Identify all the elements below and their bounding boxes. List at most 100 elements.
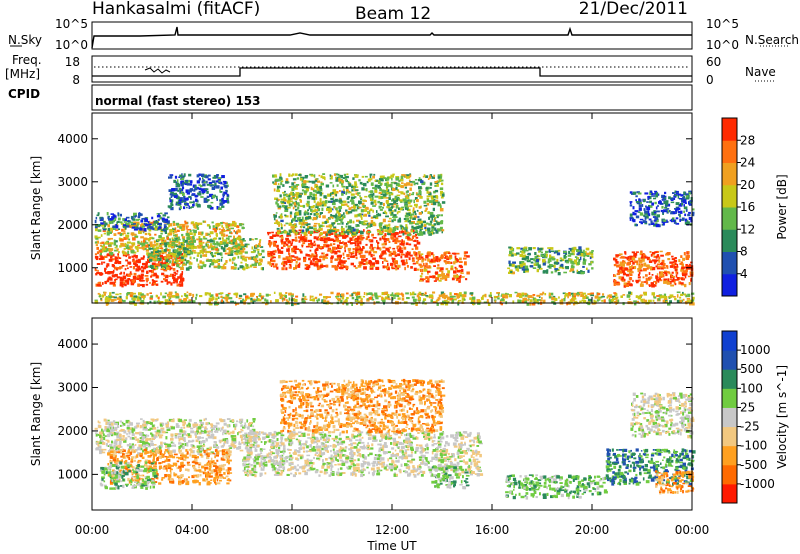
heatmap-cell (328, 229, 333, 232)
heatmap-cell (160, 265, 165, 269)
heatmap-cell (531, 296, 535, 299)
heatmap-cell (283, 260, 288, 264)
heatmap-cell (322, 236, 326, 238)
heatmap-cell (149, 236, 153, 240)
heatmap-cell (346, 205, 350, 208)
heatmap-cell (310, 260, 312, 263)
heatmap-cell (304, 216, 309, 220)
heatmap-cell (295, 184, 300, 186)
heatmap-cell (154, 280, 158, 282)
heatmap-cell (429, 275, 433, 278)
heatmap-cell (463, 255, 467, 257)
heatmap-cell (569, 299, 573, 302)
heatmap-cell (113, 281, 115, 285)
heatmap-cell (161, 229, 164, 231)
heatmap-cell (688, 217, 693, 221)
heatmap-cell (237, 267, 240, 270)
heatmap-cell (223, 262, 227, 265)
heatmap-cell (229, 253, 234, 256)
heatmap-cell (363, 209, 368, 212)
heatmap-cell (532, 247, 536, 250)
heatmap-cell (282, 184, 285, 187)
heatmap-cell (688, 203, 693, 206)
heatmap-cell (443, 252, 446, 256)
heatmap-cell (254, 238, 258, 240)
heatmap-cell (188, 205, 191, 209)
heatmap-cell (227, 224, 231, 227)
heatmap-cell (149, 257, 154, 259)
heatmap-cell (656, 192, 659, 195)
heatmap-cell (226, 294, 229, 296)
heatmap-cell (293, 267, 296, 270)
heatmap-cell (203, 175, 207, 178)
heatmap-cell (377, 295, 382, 298)
heatmap-cell (469, 292, 474, 295)
heatmap-cell (205, 259, 210, 262)
heatmap-cell (181, 236, 186, 239)
heatmap-cell (690, 279, 693, 282)
heatmap-cell (336, 177, 339, 181)
heatmap-cell (258, 263, 262, 266)
heatmap-cell (629, 201, 633, 203)
heatmap-cell (347, 221, 351, 224)
heatmap-cell (655, 281, 658, 285)
heatmap-cell (565, 266, 569, 270)
heatmap-cell (353, 231, 357, 234)
heatmap-cell (326, 218, 329, 222)
heatmap-cell (329, 193, 332, 197)
heatmap-cell (406, 265, 409, 268)
heatmap-cell (160, 280, 164, 283)
heatmap-cell (123, 218, 127, 222)
heatmap-cell (645, 264, 650, 268)
heatmap-cell (240, 246, 245, 249)
heatmap-cell (316, 248, 319, 251)
heatmap-cell (335, 238, 339, 242)
heatmap-cell (626, 273, 630, 277)
heatmap-cell (161, 252, 164, 255)
heatmap-cell (597, 292, 601, 296)
heatmap-cell (306, 223, 311, 225)
heatmap-cell (559, 299, 563, 303)
heatmap-cell (286, 248, 290, 252)
freq-tick-top: 18 (65, 55, 80, 69)
heatmap-cell (407, 208, 411, 212)
heatmap-cell (298, 221, 301, 225)
heatmap-cell (656, 210, 660, 213)
heatmap-cell (180, 260, 183, 264)
heatmap-cell (174, 243, 178, 247)
heatmap-cell (557, 249, 561, 252)
heatmap-cell (94, 268, 97, 271)
heatmap-cell (645, 274, 648, 277)
heatmap-cell (655, 223, 660, 228)
heatmap-cell (654, 211, 657, 214)
heatmap-cell (455, 275, 459, 278)
heatmap-cell (583, 254, 586, 258)
heatmap-cell (291, 239, 295, 242)
heatmap-cell (269, 251, 274, 255)
heatmap-cell (163, 274, 167, 277)
heatmap-cell (112, 258, 115, 261)
heatmap-cell (131, 279, 136, 282)
heatmap-cell (105, 265, 108, 268)
heatmap-cell (295, 185, 298, 188)
heatmap-cell (287, 206, 291, 209)
heatmap-cell (341, 221, 344, 225)
heatmap-cell (405, 226, 407, 230)
heatmap-cell (436, 267, 441, 270)
heatmap-cell (335, 176, 340, 179)
heatmap-cell (691, 299, 695, 302)
heatmap-cell (224, 252, 229, 255)
heatmap-cell (524, 292, 527, 296)
heatmap-cell (158, 250, 162, 253)
heatmap-cell (649, 192, 653, 195)
heatmap-cell (639, 261, 643, 264)
heatmap-cell (304, 186, 308, 189)
heatmap-cell (654, 284, 657, 287)
heatmap-cell (355, 186, 359, 188)
heatmap-cell (511, 263, 515, 267)
heatmap-cell (307, 209, 309, 212)
heatmap-cell (169, 229, 172, 233)
heatmap-cell (440, 205, 442, 209)
heatmap-cell (443, 294, 448, 298)
heatmap-cell (412, 240, 417, 242)
